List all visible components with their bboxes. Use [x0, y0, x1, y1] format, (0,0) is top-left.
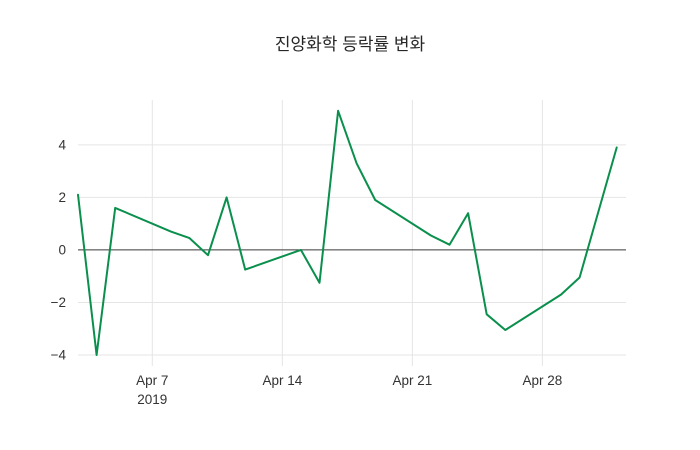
y-tick-label: 4 [58, 137, 66, 152]
series-line-path [77, 109, 618, 356]
axis-labels: Apr 7 2019 Apr 14 Apr 21 Apr 28 4 2 0 −2 −4 [51, 137, 563, 407]
y-tick-label: 2 [58, 190, 66, 205]
x-tick-label: Apr 7 [136, 373, 168, 388]
y-tick-label: −4 [51, 347, 67, 362]
series-layer [77, 109, 618, 356]
x-tick-label: Apr 14 [262, 373, 302, 388]
gridlines [78, 100, 626, 366]
x-tick-label: Apr 28 [523, 373, 563, 388]
y-tick-label: −2 [51, 295, 66, 310]
x-tick-label: Apr 21 [392, 373, 432, 388]
y-tick-label: 0 [58, 242, 66, 257]
chart-title: 진양화학 등락률 변화 [275, 35, 426, 54]
x-tick-year-label: 2019 [137, 392, 167, 407]
